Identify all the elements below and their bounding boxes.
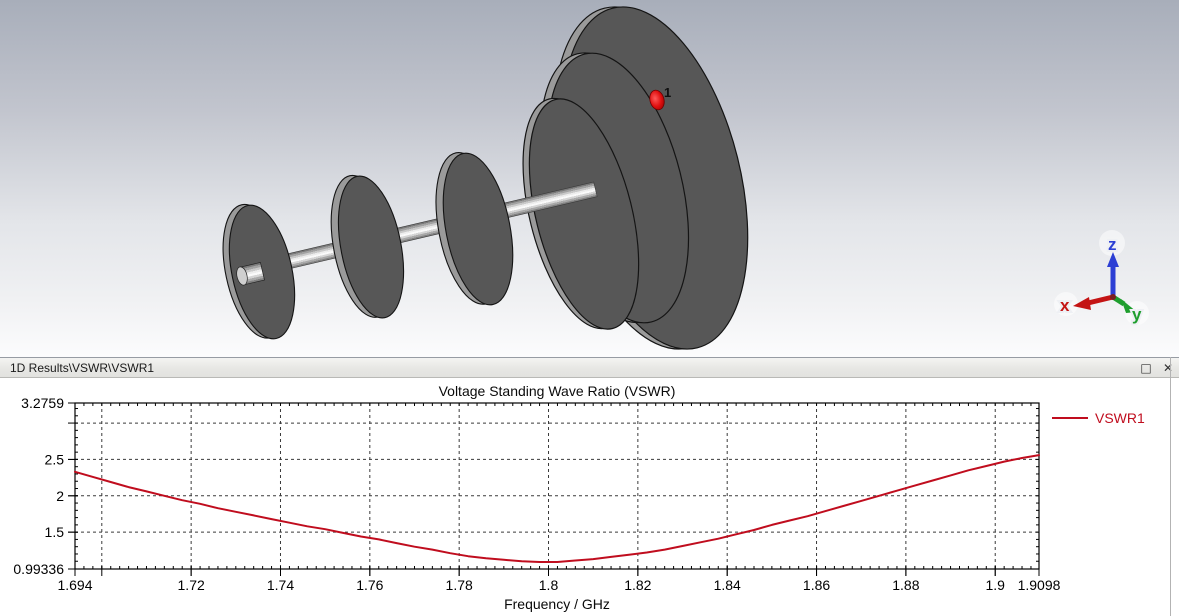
results-window-title: 1D Results\VSWR\VSWR1 bbox=[10, 360, 155, 375]
y-tick-label: 2 bbox=[56, 488, 64, 504]
results-window-titlebar[interactable]: 1D Results\VSWR\VSWR1 □ ✕ bbox=[0, 357, 1179, 378]
vswr-plot-panel: Voltage Standing Wave Ratio (VSWR) 1.694… bbox=[0, 378, 1179, 616]
x-tick-label: 1.694 bbox=[57, 577, 92, 593]
feed-pin-stub[interactable] bbox=[235, 262, 265, 286]
y-axis-label: y bbox=[1132, 305, 1142, 324]
x-axis-label: x bbox=[1060, 296, 1070, 315]
x-tick-label: 1.86 bbox=[803, 577, 830, 593]
x-axis-title: Frequency / GHz bbox=[504, 596, 610, 612]
x-tick-label: 1.88 bbox=[892, 577, 919, 593]
x-tick-label: 1.9 bbox=[985, 577, 1005, 593]
x-tick-label: 1.78 bbox=[446, 577, 473, 593]
close-button[interactable]: ✕ bbox=[1159, 359, 1177, 377]
x-axis-arrowhead bbox=[1073, 297, 1091, 310]
window-right-border bbox=[1170, 357, 1171, 616]
x-tick-label: 1.82 bbox=[624, 577, 651, 593]
port-marker[interactable]: 1 bbox=[648, 85, 672, 111]
x-tick-label: 1.74 bbox=[267, 577, 294, 593]
vswr-chart[interactable]: 1.694 1.72 1.74 1.76 1.78 1.8 1.82 1.84 1.86 1.88… bbox=[0, 378, 1179, 616]
x-axis-arrow bbox=[1087, 294, 1114, 306]
y-tick-label: 2.5 bbox=[45, 451, 65, 467]
disk-stack[interactable] bbox=[503, 0, 780, 357]
vswr-curve[interactable] bbox=[74, 454, 1040, 563]
x-tick-label: 1.9098 bbox=[1018, 577, 1061, 593]
y-tick-label: 0.99336 bbox=[13, 561, 64, 577]
disk-front bbox=[528, 98, 640, 330]
disk3 bbox=[442, 152, 514, 306]
triad-origin bbox=[1110, 294, 1116, 300]
z-axis-label: z bbox=[1108, 235, 1117, 254]
y-label-glow bbox=[1125, 301, 1149, 325]
plot-frame bbox=[74, 402, 1040, 570]
maximize-button[interactable]: □ bbox=[1137, 359, 1155, 377]
loading-disks[interactable] bbox=[212, 145, 524, 346]
legend-line-vswr1 bbox=[1052, 417, 1088, 419]
3d-model-viewport[interactable]: 1 z x y bbox=[0, 0, 1179, 357]
x-label-glow bbox=[1054, 292, 1078, 316]
z-axis-arrowhead bbox=[1107, 252, 1119, 267]
disk2 bbox=[337, 175, 405, 319]
x-tick-label: 1.76 bbox=[356, 577, 383, 593]
y-axis-arrowhead bbox=[1121, 299, 1137, 313]
x-tick-label: 1.84 bbox=[714, 577, 741, 593]
y-tick-label: 3.2759 bbox=[21, 395, 64, 411]
port-number-label: 1 bbox=[664, 85, 671, 100]
x-tick-label: 1.8 bbox=[539, 577, 559, 593]
antenna-3d-scene: 1 z x y bbox=[212, 0, 1149, 357]
y-tick-label: 1.5 bbox=[45, 524, 65, 540]
legend-label-vswr1: VSWR1 bbox=[1095, 410, 1145, 426]
legend: VSWR1 bbox=[1052, 410, 1145, 426]
z-label-glow bbox=[1099, 230, 1125, 256]
axis-triad: z x y bbox=[1054, 230, 1149, 326]
x-tick-label: 1.72 bbox=[178, 577, 205, 593]
port-dot-icon bbox=[649, 89, 665, 111]
plot-title: Voltage Standing Wave Ratio (VSWR) bbox=[438, 383, 676, 399]
